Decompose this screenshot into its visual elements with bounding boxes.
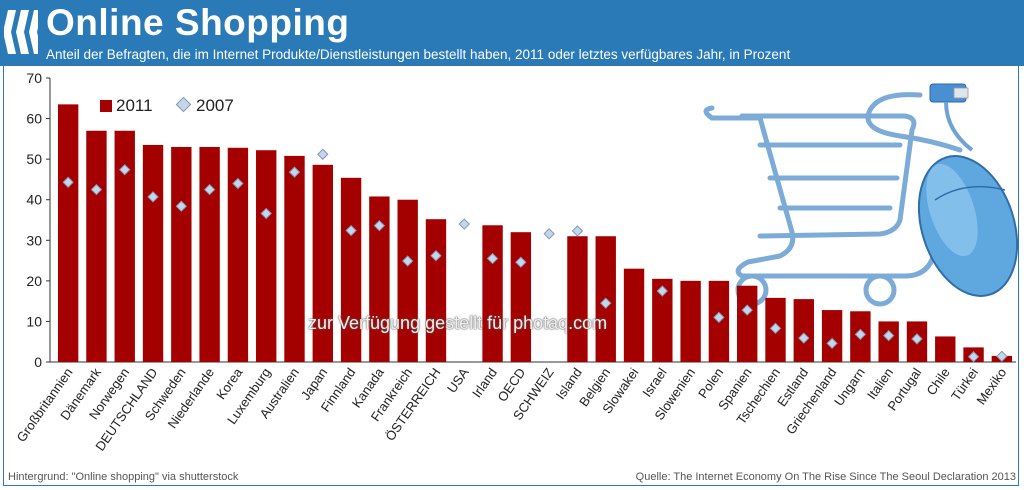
marker-2007 bbox=[345, 224, 357, 237]
shopping-cart-icon bbox=[703, 92, 963, 307]
marker-2007 bbox=[911, 333, 923, 345]
legend-item-2007: 2007 bbox=[175, 96, 234, 116]
marker-2007 bbox=[967, 351, 980, 363]
oecd-logo-icon bbox=[4, 10, 38, 54]
bar-2011 bbox=[793, 299, 814, 362]
bar-2011 bbox=[340, 177, 362, 362]
y-tick-label: 30 bbox=[26, 232, 42, 248]
bar-2011 bbox=[680, 280, 701, 362]
marker-2007 bbox=[543, 228, 555, 240]
x-tick-label: Ungarn bbox=[831, 365, 868, 409]
marker-2007 bbox=[317, 148, 329, 160]
bar-2011 bbox=[623, 268, 645, 362]
bar-2011 bbox=[171, 146, 192, 362]
bar-swatch-icon bbox=[100, 100, 112, 112]
marker-2007 bbox=[147, 191, 159, 203]
usb-mouse-icon bbox=[917, 83, 1019, 297]
marker-2007 bbox=[713, 311, 725, 324]
marker-2007 bbox=[826, 337, 838, 350]
y-tick-label: 20 bbox=[26, 273, 42, 289]
bar-2011 bbox=[227, 147, 249, 362]
marker-2007 bbox=[119, 163, 131, 176]
chart-frame bbox=[3, 66, 1019, 486]
source-note: Quelle: The Internet Economy On The Rise… bbox=[635, 471, 1016, 483]
marker-2007 bbox=[798, 332, 810, 344]
marker-2007 bbox=[656, 285, 669, 297]
marker-2007 bbox=[260, 207, 272, 220]
marker-2007 bbox=[571, 225, 584, 237]
y-tick-label: 0 bbox=[34, 354, 42, 370]
marker-2007 bbox=[769, 322, 782, 335]
marker-2007 bbox=[232, 177, 244, 190]
marker-2007 bbox=[486, 252, 499, 265]
x-tick-label: Mexiko bbox=[973, 365, 1009, 407]
marker-2007 bbox=[62, 176, 74, 188]
marker-2007 bbox=[882, 329, 895, 342]
bar-2011 bbox=[256, 150, 277, 362]
bar-2011 bbox=[567, 236, 588, 362]
marker-2007 bbox=[430, 249, 442, 262]
marker-2007 bbox=[90, 183, 103, 196]
x-tick-label: USA bbox=[444, 365, 472, 396]
bar-2011 bbox=[142, 144, 164, 362]
y-tick-label: 50 bbox=[26, 151, 42, 167]
bar-2011 bbox=[284, 155, 305, 362]
chart-subtitle: Anteil der Befragten, die im Internet Pr… bbox=[46, 47, 791, 62]
page-title: Online Shopping bbox=[46, 2, 350, 43]
bar-2011 bbox=[425, 219, 447, 362]
legend-item-2011: 2011 bbox=[100, 96, 153, 116]
marker-2007 bbox=[996, 350, 1008, 363]
bar-2011 bbox=[86, 130, 107, 362]
marker-2007 bbox=[373, 219, 386, 232]
bar-2011 bbox=[199, 146, 220, 362]
bar-2011 bbox=[652, 278, 673, 362]
bar-2011 bbox=[312, 164, 333, 362]
background-credit: Hintergrund: "Online shopping" via shutt… bbox=[8, 471, 239, 483]
marker-2007 bbox=[515, 256, 527, 268]
header-banner: Online Shopping Anteil der Befragten, di… bbox=[0, 0, 1024, 66]
bar-2011 bbox=[482, 225, 503, 362]
y-tick-label: 40 bbox=[26, 192, 42, 208]
y-tick-label: 60 bbox=[26, 111, 42, 127]
marker-2007 bbox=[854, 328, 867, 341]
bar-2011 bbox=[935, 336, 956, 362]
bar-2011 bbox=[369, 196, 390, 362]
marker-2007 bbox=[458, 218, 470, 230]
marker-2007 bbox=[288, 166, 301, 178]
watermark: zur Verfügung gestellt für photaq.com bbox=[308, 313, 608, 333]
diamond-swatch-icon bbox=[175, 96, 192, 113]
bar-2011 bbox=[114, 130, 135, 362]
y-tick-label: 70 bbox=[26, 70, 42, 86]
marker-2007 bbox=[203, 183, 216, 196]
y-tick-label: 10 bbox=[26, 313, 42, 329]
marker-2007 bbox=[600, 297, 612, 309]
bar-2011 bbox=[397, 199, 418, 362]
bar-2011 bbox=[510, 232, 532, 362]
bar-2011 bbox=[737, 285, 758, 362]
bar-2011 bbox=[821, 310, 843, 362]
marker-2007 bbox=[401, 255, 414, 267]
bar-2011 bbox=[57, 104, 79, 362]
marker-2007 bbox=[175, 200, 188, 212]
bar-2011 bbox=[878, 321, 899, 362]
marker-2007 bbox=[741, 304, 753, 316]
